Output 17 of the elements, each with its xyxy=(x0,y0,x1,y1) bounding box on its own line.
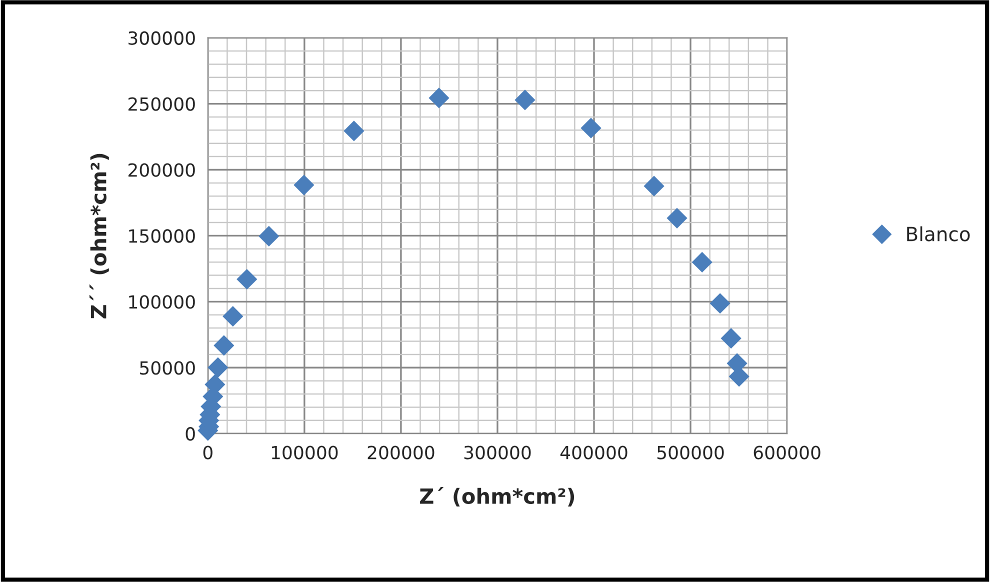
x-tick-label: 600000 xyxy=(754,446,820,460)
y-tick-label: 200000 xyxy=(128,163,195,177)
y-tick-label: 150000 xyxy=(129,229,195,243)
x-tick-label: 300000 xyxy=(464,446,531,460)
x-tick-label: 500000 xyxy=(657,446,724,460)
x-tick-label: 100000 xyxy=(272,446,338,460)
y-tick-label: 50000 xyxy=(140,361,195,375)
y-axis-title: Z´´ (ohm*cm²) xyxy=(90,154,109,318)
y-tick-label: 300000 xyxy=(128,31,195,45)
y-tick-label: 0 xyxy=(186,427,195,441)
x-tick-label: 400000 xyxy=(560,446,628,460)
x-tick-label: 0 xyxy=(203,446,212,460)
y-tick-label: 100000 xyxy=(129,295,195,309)
legend-label: Blanco xyxy=(907,226,970,242)
x-tick-label: 200000 xyxy=(368,446,434,460)
x-axis-title: Z´ (ohm*cm²) xyxy=(420,487,574,506)
y-tick-label: 250000 xyxy=(128,97,195,111)
